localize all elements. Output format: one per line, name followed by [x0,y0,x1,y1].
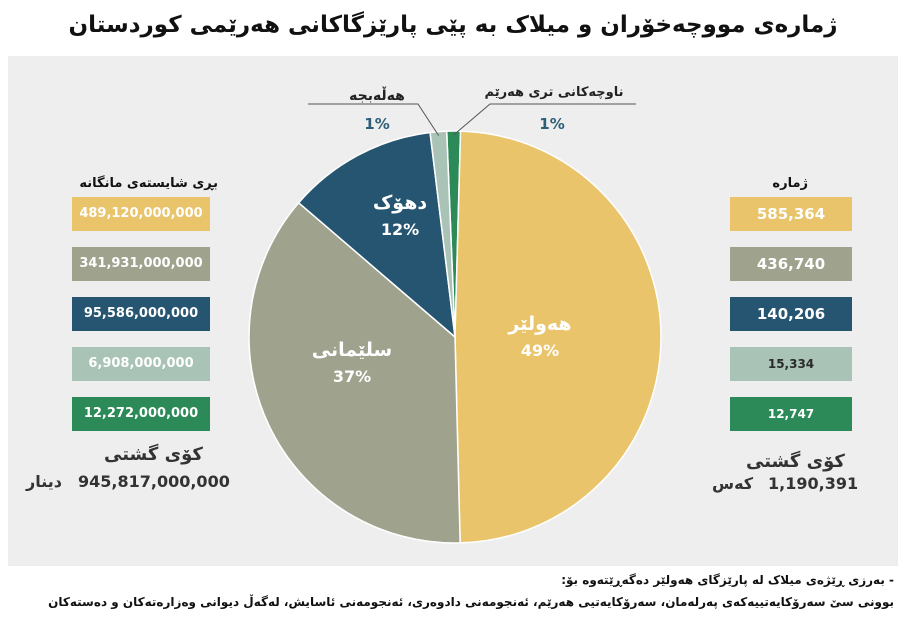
amount-box-sulaymaniyah: 341,931,000,000 [72,247,210,281]
note-line-1: - بەرزی ڕێژەی میلاک لە پارێزگای هەولێر د… [561,573,894,587]
amount-box-erbil: 489,120,000,000 [72,197,210,231]
count-box-halabja: 15,334 [730,347,852,381]
slice-percent-duhok: 12% [381,220,419,239]
pie-slice-sulaymaniyah [248,201,461,544]
slice-percent-erbil: 49% [521,341,559,360]
pie-slice-duhok [297,131,456,339]
slice-percent-halabja: 1% [364,115,389,133]
amount-total-value: 945,817,000,000 [78,472,230,491]
page-title: ژمارەی مووچەخۆران و میلاک بە پێی پارێزگا… [68,12,838,38]
slice-label-duhok: دهۆک [373,192,428,214]
slice-percent-sulaymaniyah: 37% [333,367,371,386]
count-total-value: 1,190,391 [768,474,859,493]
callout-line-halabja [308,103,440,136]
slice-label-halabja: هەڵەبجە [349,86,405,104]
count-column-heading: ژمارە [772,176,808,191]
amount-total-label: کۆی گشتی [104,444,203,465]
count-box-duhok: 140,206 [730,297,852,331]
count-box-sulaymaniyah: 436,740 [730,247,852,281]
count-box-erbil: 585,364 [730,197,852,231]
slice-label-sulaymaniyah: سلێمانی [312,339,392,361]
count-total-unit: کەس [712,474,754,493]
amount-column-heading: بڕی شایستەی مانگانە [79,176,218,191]
count-box-other: 12,747 [730,397,852,431]
note-line-2: بوونی سێ سەرۆکایەتییەکەی پەرلەمان، سەرۆک… [48,595,894,609]
slice-label-erbil: هەولێر [507,313,571,335]
slice-label-other: ناوچەکانی تری هەرێم [485,85,624,100]
amount-box-other: 12,272,000,000 [72,397,210,431]
amount-total-unit: دینار [26,472,62,491]
pie-slice-halabja [429,130,456,338]
callout-line-other [453,103,636,136]
amount-box-duhok: 95,586,000,000 [72,297,210,331]
pie-slice-erbil [454,130,662,544]
amount-box-halabja: 6,908,000,000 [72,347,210,381]
slice-percent-other: 1% [539,115,564,133]
count-total-label: کۆی گشتی [746,451,845,472]
